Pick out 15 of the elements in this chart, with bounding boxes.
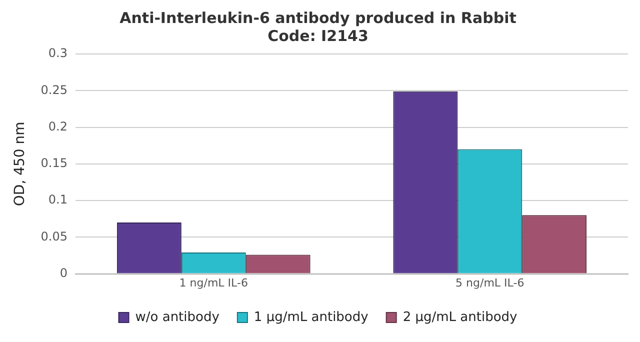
y-tick-label: 0.15 bbox=[40, 156, 68, 170]
y-tick-label: 0.2 bbox=[48, 119, 68, 134]
x-tick-label: 5 ng/mL IL-6 bbox=[456, 276, 524, 290]
y-tick-label: 0.1 bbox=[48, 192, 68, 207]
y-tick-label: 0 bbox=[60, 266, 68, 280]
legend-label: 1 µg/mL antibody bbox=[254, 310, 369, 325]
chart-title: Anti-Interleukin-6 antibody produced in Rabbit bbox=[120, 8, 516, 27]
y-tick-label: 0.05 bbox=[40, 229, 68, 244]
y-tick-label: 0.3 bbox=[48, 46, 68, 60]
chart-subtitle: Code: I2143 bbox=[268, 26, 368, 45]
legend-label: 2 µg/mL antibody bbox=[402, 310, 518, 325]
y-axis-title: OD, 450 nm bbox=[12, 122, 28, 206]
y-tick-label: 0.25 bbox=[40, 82, 68, 97]
x-tick-label: 1 ng/mL IL-6 bbox=[179, 276, 248, 290]
legend-label: w/o antibody bbox=[135, 310, 220, 325]
